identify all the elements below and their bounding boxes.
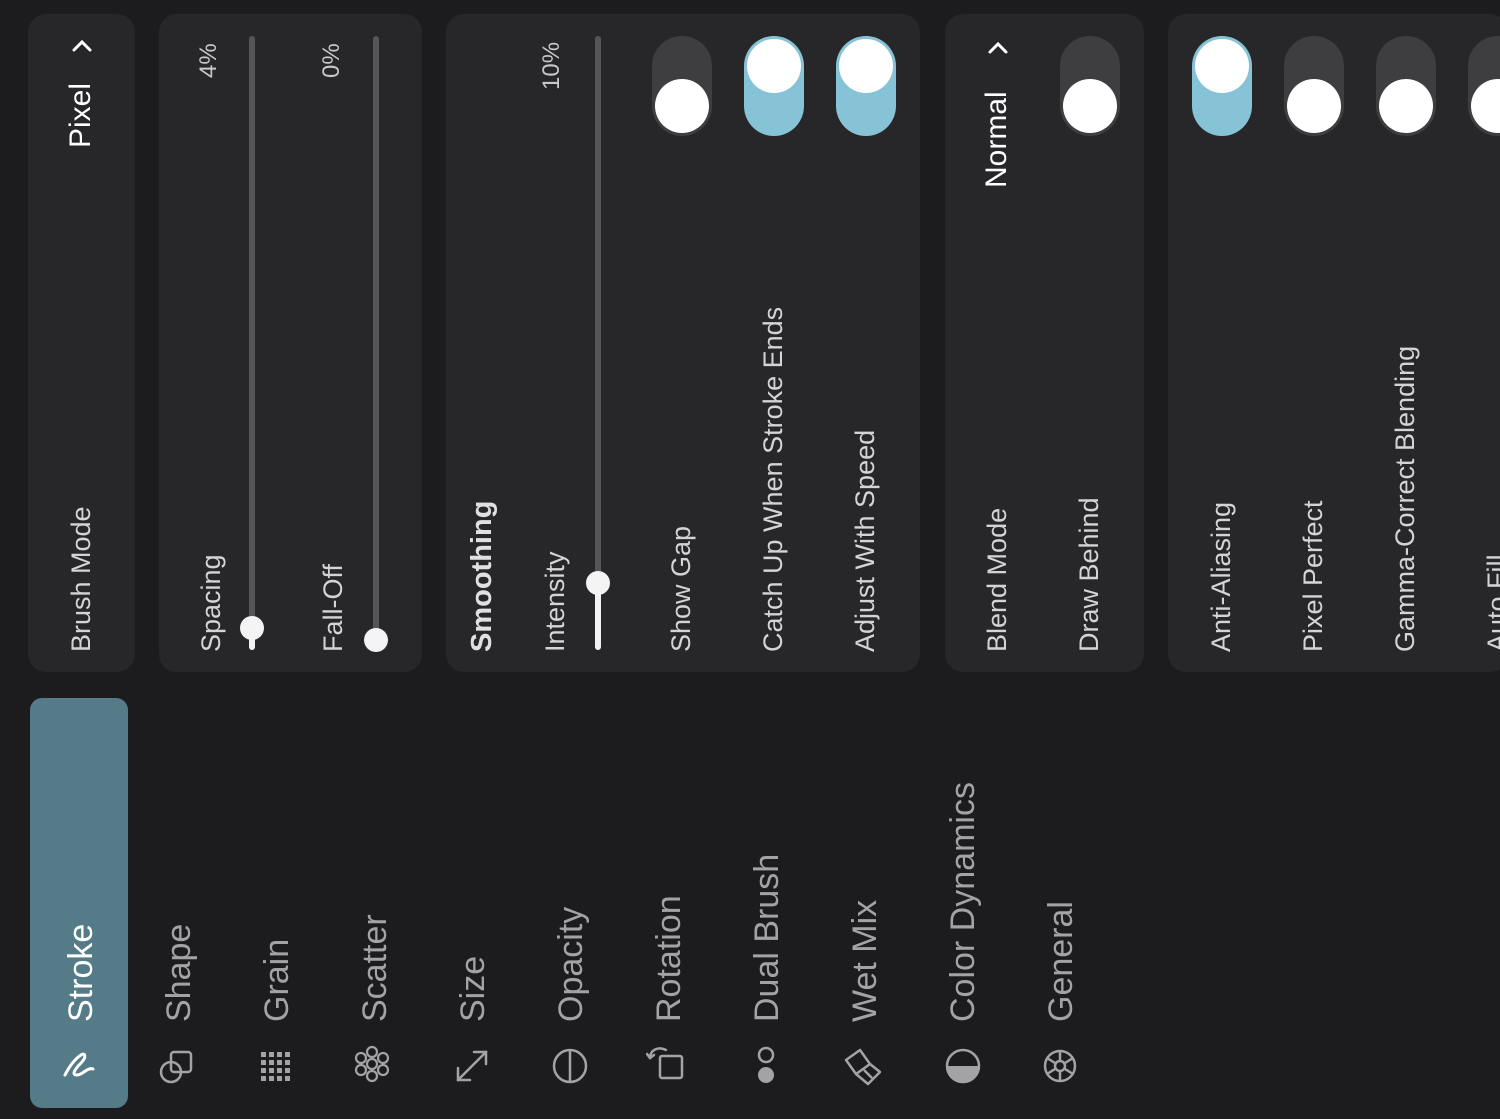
opacity-icon [550, 1046, 590, 1086]
toggle-knob [747, 39, 801, 93]
gamma-label: Gamma-Correct Blending [1390, 345, 1420, 652]
falloff-label: Fall-Off [318, 563, 348, 652]
falloff-value: 0% [318, 43, 345, 78]
nav-label-wet-mix: Wet Mix [846, 899, 884, 1022]
spacing-value: 4% [195, 43, 222, 78]
gear-icon [1040, 1046, 1080, 1086]
toggle-knob [655, 79, 709, 133]
pixel-perfect-toggle[interactable] [1284, 36, 1344, 136]
grain-icon [255, 1046, 295, 1086]
toggle-knob [1195, 39, 1249, 93]
intensity-slider-fill [595, 582, 601, 650]
nav-label-size: Size [454, 955, 492, 1022]
draw-behind-toggle[interactable] [1060, 36, 1120, 136]
scatter-icon [352, 1044, 392, 1084]
anti-aliasing-toggle[interactable] [1192, 36, 1252, 136]
draw-behind-label: Draw Behind [1074, 497, 1104, 652]
rotation-icon [645, 1042, 686, 1082]
nav-label-grain: Grain [258, 938, 296, 1022]
brush-mode-panel [28, 14, 135, 672]
intensity-slider-knob[interactable] [586, 571, 610, 595]
show-gap-label: Show Gap [666, 525, 696, 652]
blend-mode-value: Normal [980, 91, 1013, 188]
toggle-knob [1379, 79, 1433, 133]
toggle-knob [1063, 79, 1117, 133]
chevron-up-icon [70, 34, 94, 65]
nav-label-stroke: Stroke [62, 923, 100, 1022]
spacing-slider-knob[interactable] [240, 616, 264, 640]
color-dynamics-icon [943, 1046, 983, 1086]
falloff-slider-knob[interactable] [364, 628, 388, 652]
nav-label-shape: Shape [160, 923, 198, 1022]
smoothing-title: Smoothing [466, 500, 498, 652]
pixel-perfect-label: Pixel Perfect [1298, 500, 1328, 652]
catch-up-toggle[interactable] [744, 36, 804, 136]
toggle-knob [839, 39, 893, 93]
shape-icon [157, 1046, 197, 1086]
adjust-speed-label: Adjust With Speed [850, 429, 880, 652]
chevron-up-icon [986, 36, 1010, 67]
toggle-knob [1471, 79, 1500, 133]
brush-mode-label: Brush Mode [66, 506, 96, 652]
wet-mix-icon [842, 1046, 882, 1086]
adjust-speed-toggle[interactable] [836, 36, 896, 136]
size-icon [452, 1046, 492, 1086]
blend-mode-label: Blend Mode [982, 507, 1012, 652]
intensity-label: Intensity [540, 551, 570, 652]
nav-label-dual-brush: Dual Brush [748, 853, 786, 1022]
dual-brush-icon [746, 1045, 786, 1085]
nav-item-stroke-active-bg[interactable] [30, 698, 128, 1108]
auto-fill-toggle[interactable] [1468, 36, 1500, 136]
show-gap-toggle[interactable] [652, 36, 712, 136]
stroke-icon [59, 1045, 99, 1085]
falloff-slider-track[interactable] [373, 36, 379, 650]
intensity-value: 10% [538, 41, 565, 90]
catch-up-label: Catch Up When Stroke Ends [758, 306, 788, 652]
spacing-label: Spacing [196, 554, 226, 652]
toggle-knob [1287, 79, 1341, 133]
nav-label-general: General [1042, 901, 1080, 1022]
gamma-toggle[interactable] [1376, 36, 1436, 136]
intensity-slider-track[interactable] [595, 36, 601, 650]
nav-label-rotation: Rotation [650, 895, 688, 1022]
anti-aliasing-label: Anti-Aliasing [1206, 501, 1236, 652]
spacing-slider-track[interactable] [249, 36, 255, 650]
nav-label-opacity: Opacity [552, 906, 590, 1022]
nav-label-scatter: Scatter [356, 914, 394, 1022]
brush-mode-value: Pixel [64, 82, 97, 148]
auto-fill-label: Auto Fill [1482, 554, 1500, 652]
nav-label-color-dynamics: Color Dynamics [944, 782, 982, 1022]
